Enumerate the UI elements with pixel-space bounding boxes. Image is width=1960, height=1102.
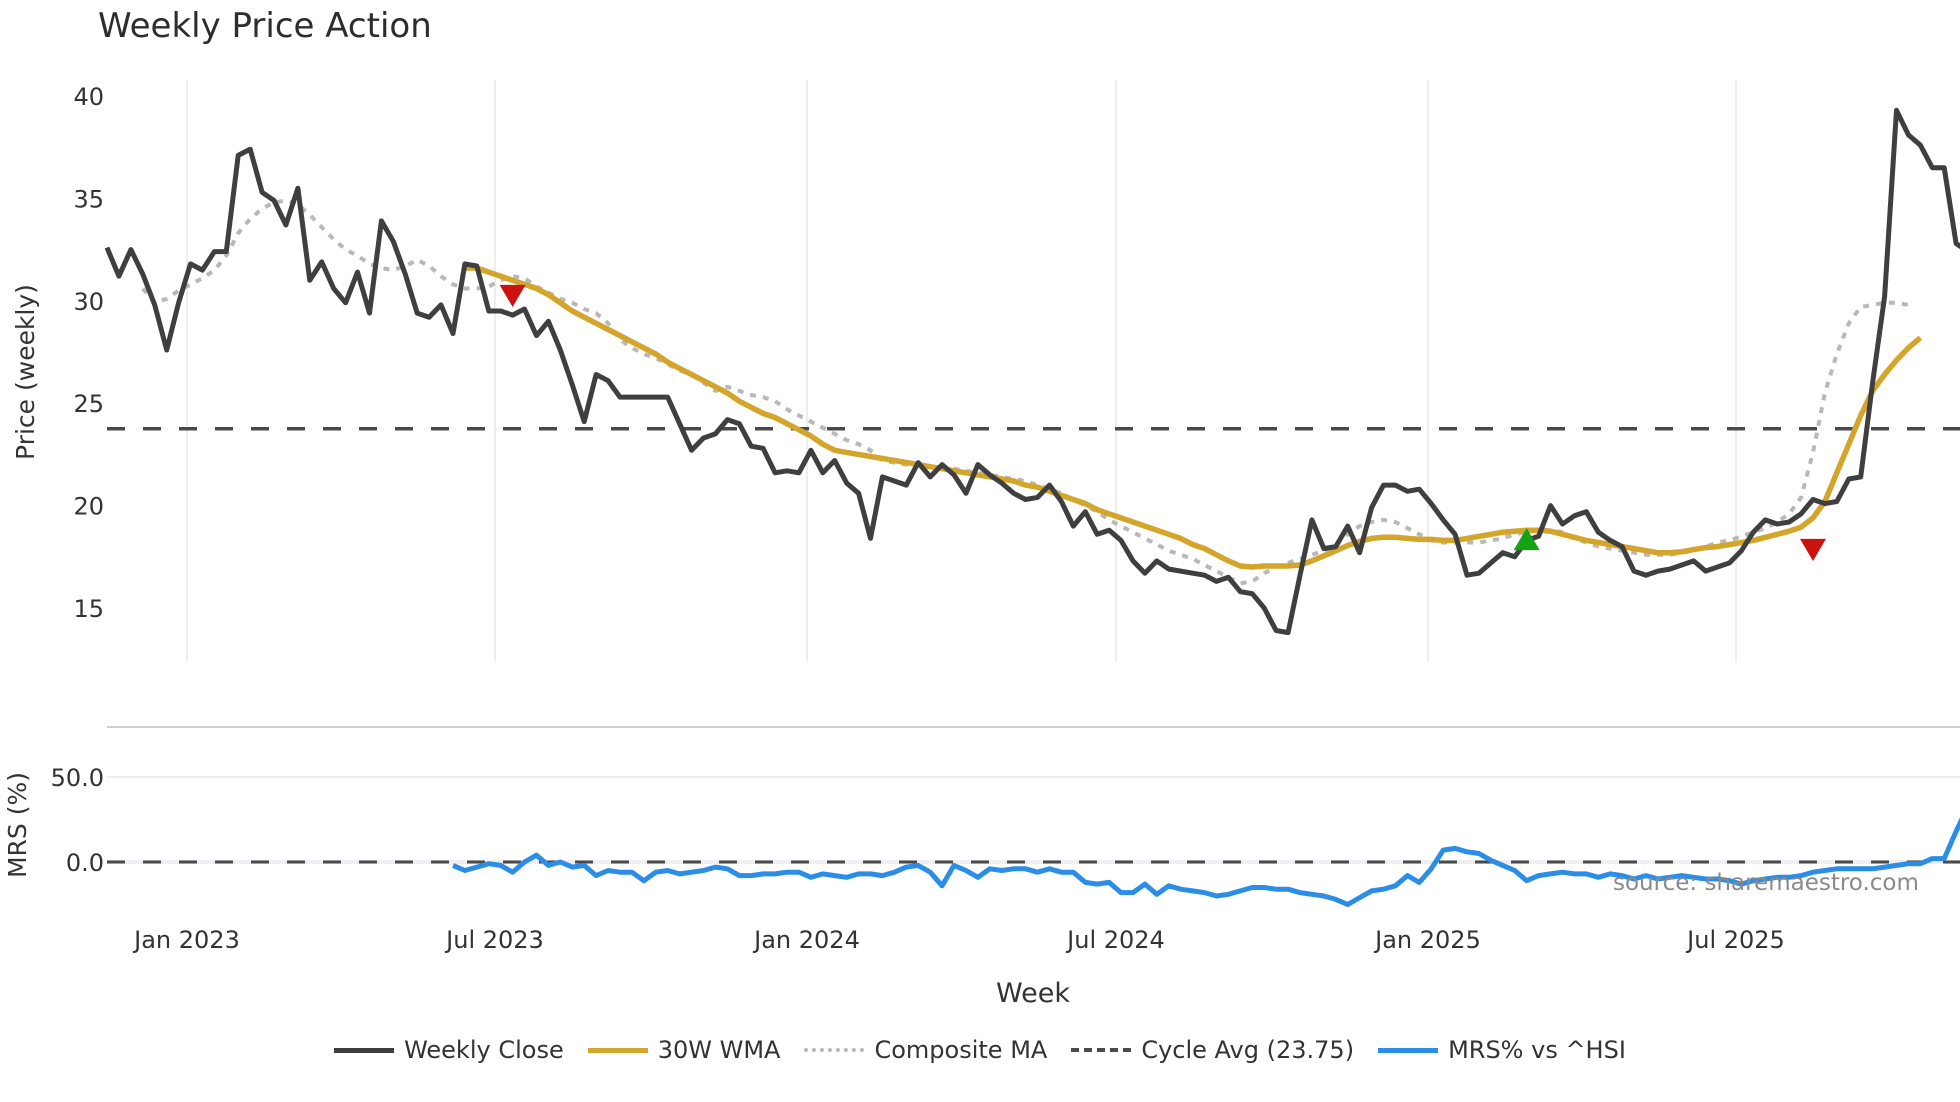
price-y-axis: 15 20 25 30 35 40 — [73, 83, 104, 623]
sell-signal-marker — [499, 284, 526, 308]
mrs-axis-label: MRS (%) — [3, 772, 32, 878]
buy-signal-marker — [1513, 528, 1540, 551]
legend-item-30w-wma[interactable]: 30W WMA — [587, 1036, 781, 1064]
legend-swatch-30w-wma — [587, 1047, 648, 1053]
legend-item-cycle-avg[interactable]: Cycle Avg (23.75) — [1071, 1036, 1354, 1064]
legend-item-composite-ma[interactable]: Composite MA — [804, 1036, 1047, 1064]
price-axis-label: Price (weekly) — [11, 284, 40, 460]
mrs-tick-label: 50.0 — [51, 764, 104, 792]
legend: Weekly Close 30W WMA Composite MA Cycle … — [0, 1036, 1960, 1064]
legend-swatch-cycle-avg — [1071, 1048, 1132, 1052]
composite-ma-line — [141, 198, 1909, 586]
legend-label: Weekly Close — [404, 1036, 564, 1064]
x-tick-label: Jan 2023 — [132, 926, 240, 954]
legend-label: 30W WMA — [657, 1036, 781, 1064]
mrs-tick-label: 0.0 — [66, 849, 104, 877]
legend-swatch-mrs — [1378, 1047, 1439, 1053]
legend-swatch-weekly-close — [334, 1047, 395, 1053]
legend-label: Composite MA — [874, 1036, 1048, 1064]
mrs-line — [452, 817, 1960, 907]
weekly-close-line — [104, 107, 1960, 636]
price-tick-label: 25 — [73, 390, 104, 418]
price-tick-label: 40 — [73, 83, 104, 111]
sell-signal-marker — [1799, 538, 1826, 561]
legend-item-weekly-close[interactable]: Weekly Close — [334, 1036, 564, 1064]
legend-label: MRS% vs ^HSI — [1448, 1036, 1626, 1064]
price-tick-label: 35 — [73, 185, 104, 213]
mrs-panel — [107, 817, 1960, 907]
legend-item-mrs[interactable]: MRS% vs ^HSI — [1378, 1036, 1626, 1064]
signal-markers — [499, 284, 1826, 561]
x-axis-label: Week — [996, 978, 1070, 1009]
x-tick-label: Jul 2025 — [1685, 926, 1785, 954]
x-tick-label: Jan 2024 — [752, 926, 860, 954]
legend-label: Cycle Avg (23.75) — [1141, 1036, 1355, 1064]
x-tick-label: Jul 2023 — [444, 926, 544, 954]
legend-swatch-composite-ma — [804, 1048, 865, 1052]
price-tick-label: 15 — [73, 595, 104, 623]
price-tick-label: 20 — [73, 493, 104, 521]
mrs-y-axis: 0.0 50.0 — [51, 764, 104, 877]
source-annotation: source: sharemaestro.com — [1613, 870, 1919, 896]
x-tick-label: Jul 2024 — [1065, 926, 1165, 954]
x-tick-label: Jan 2025 — [1373, 926, 1481, 954]
30w-wma-line — [464, 265, 1923, 570]
price-tick-label: 30 — [73, 288, 104, 316]
chart-title: Weekly Price Action — [98, 6, 432, 46]
x-axis: Jan 2023 Jul 2023 Jan 2024 Jul 2024 Jan 2025… — [132, 926, 1785, 954]
price-panel — [104, 107, 1960, 636]
gridlines — [107, 80, 1960, 864]
